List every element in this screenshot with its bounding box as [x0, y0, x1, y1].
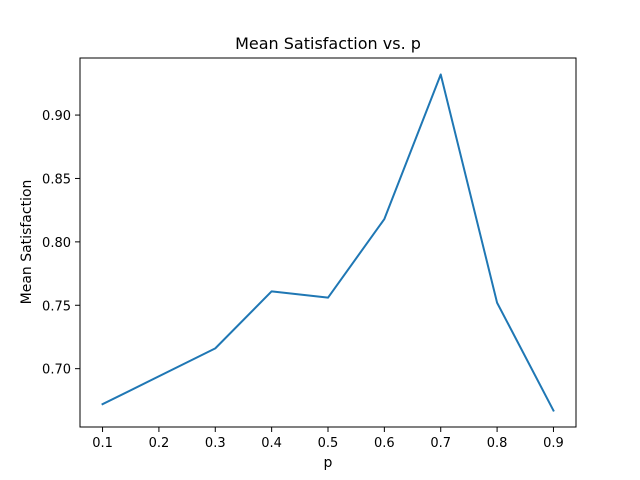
- x-tick-label: 0.6: [374, 436, 395, 451]
- y-tick-label: 0.70: [42, 363, 71, 378]
- x-tick-label: 0.8: [487, 436, 508, 451]
- x-tick-label: 0.2: [149, 436, 170, 451]
- y-tick-label: 0.85: [42, 172, 71, 187]
- y-axis-label: Mean Satisfaction: [19, 180, 35, 305]
- axes-frame: [79, 57, 577, 428]
- y-tick-label: 0.90: [42, 109, 71, 124]
- x-axis-label: p: [324, 455, 333, 471]
- plot-area: 0.1 0.2 0.3 0.4 0.5 0.6 0.7 0.8 0.9 0.70 0.75 0.80 0…: [42, 57, 577, 451]
- x-tick-label: 0.5: [318, 436, 339, 451]
- y-tick-label: 0.80: [42, 236, 71, 251]
- x-tick-label: 0.1: [92, 436, 113, 451]
- x-tick-label: 0.4: [261, 436, 282, 451]
- y-tick-label: 0.75: [42, 299, 71, 314]
- x-tick-label: 0.3: [205, 436, 226, 451]
- x-tick-label: 0.9: [543, 436, 564, 451]
- series-line-0: [101, 73, 555, 412]
- chart-title: Mean Satisfaction vs. p: [235, 34, 421, 53]
- x-tick-label: 0.7: [430, 436, 451, 451]
